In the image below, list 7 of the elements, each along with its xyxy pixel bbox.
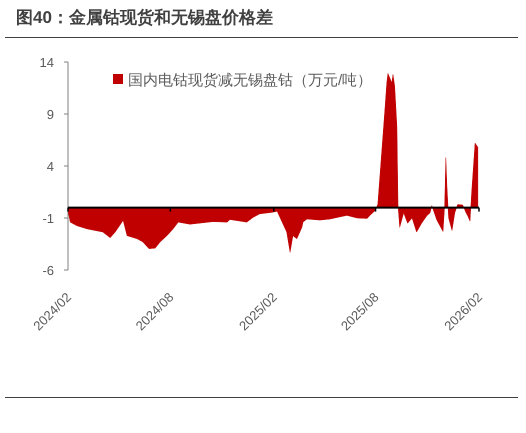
y-tick-label: -6 <box>42 263 54 278</box>
y-tick-label: -1 <box>42 211 54 226</box>
chart-title: 图40：金属钴现货和无锡盘价格差 <box>16 8 273 27</box>
y-tick-label: 14 <box>40 55 54 70</box>
y-tick-label: 9 <box>46 107 54 122</box>
legend-label: 国内电钴现货减无锡盘钴（万元/吨） <box>128 72 372 89</box>
y-tick-label: 4 <box>46 159 54 174</box>
